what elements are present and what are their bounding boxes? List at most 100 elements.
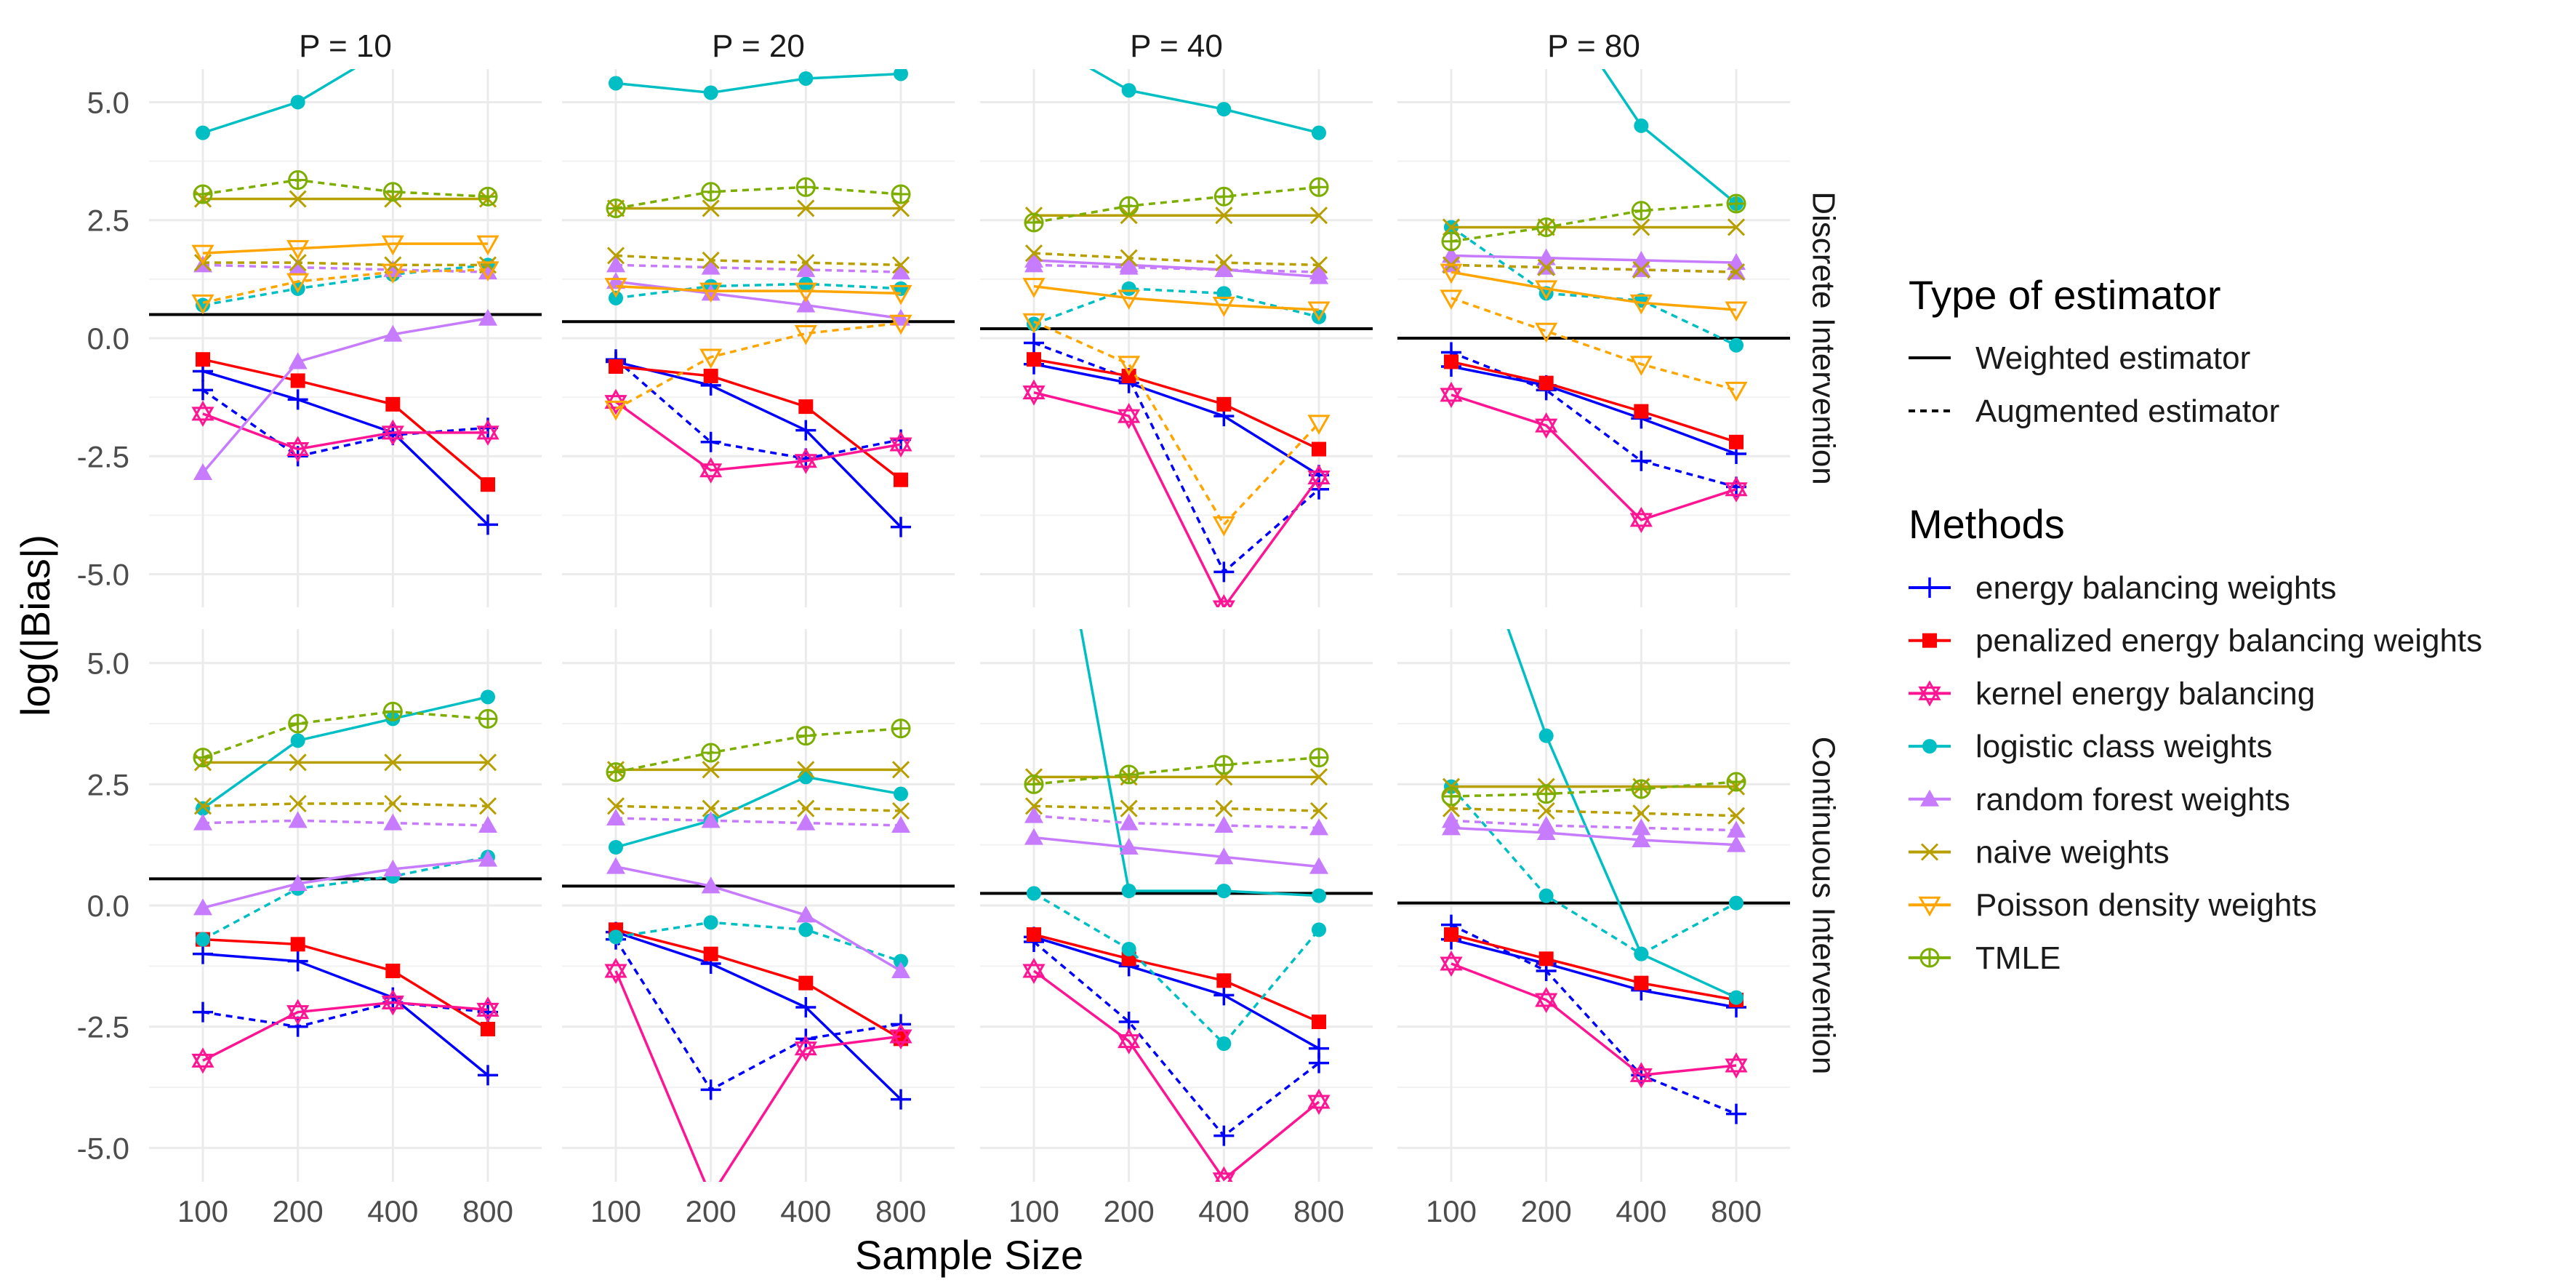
point-penalized-energy-balancing-weights-200 xyxy=(1538,375,1554,391)
y-tick-label: -5.0 xyxy=(77,558,129,592)
series-poisson-density-weights-augmented xyxy=(191,261,499,315)
point-random-forest-weights-800 xyxy=(891,308,910,326)
series-line xyxy=(615,365,902,481)
point-logistic-class-weights-400 xyxy=(798,769,814,785)
series-line xyxy=(615,360,902,528)
series-line xyxy=(1033,935,1320,1050)
point-random-forest-weights-200 xyxy=(288,257,308,275)
y-tick-label: 2.5 xyxy=(87,767,129,801)
point-poisson-density-weights-100 xyxy=(1022,313,1046,334)
point-poisson-density-weights-400 xyxy=(1629,294,1653,315)
point-tmle-100 xyxy=(193,184,213,204)
point-logistic-class-weights-200 xyxy=(290,95,305,110)
point-naive-weights-200 xyxy=(702,799,720,817)
point-naive-weights-800 xyxy=(1309,768,1328,786)
y-tick-label: 5.0 xyxy=(87,85,129,119)
point-penalized-energy-balancing-weights-400 xyxy=(798,975,814,991)
x-tick-label: 100 xyxy=(1426,1194,1477,1228)
point-random-forest-weights-100 xyxy=(1024,806,1043,823)
point-poisson-density-weights-800 xyxy=(1725,301,1748,322)
point-energy-balancing-weights-400 xyxy=(1213,1125,1235,1146)
point-random-forest-weights-800 xyxy=(478,816,497,833)
point-kernel-energy-balancing-800 xyxy=(476,996,499,1023)
series-kernel-energy-balancing-weighted xyxy=(604,388,912,484)
point-energy-balancing-weights-200 xyxy=(287,389,308,410)
legend-label: energy balancing weights xyxy=(1975,570,2337,606)
point-random-forest-weights-800 xyxy=(478,308,497,326)
point-energy-balancing-weights-800 xyxy=(891,516,911,537)
point-random-forest-weights-200 xyxy=(701,811,721,828)
series-line xyxy=(202,358,489,486)
point-naive-weights-400 xyxy=(797,199,815,217)
legend: Type of estimator Weighted estimator Augme… xyxy=(1909,272,2482,976)
series-line xyxy=(615,284,902,295)
series-tmle-augmented xyxy=(1024,177,1329,233)
series-tmle-augmented xyxy=(606,177,911,218)
point-penalized-energy-balancing-weights-200 xyxy=(290,373,305,388)
point-kernel-energy-balancing-400 xyxy=(794,1035,817,1062)
series-line xyxy=(202,857,489,910)
series-random-forest-weights-weighted xyxy=(606,857,910,978)
point-random-forest-weights-800 xyxy=(1309,263,1328,280)
series-line xyxy=(1450,360,1737,444)
series-random-forest-weights-weighted xyxy=(606,272,910,326)
series-random-forest-weights-weighted xyxy=(1024,828,1328,874)
series-line xyxy=(202,178,489,199)
point-logistic-class-weights-400 xyxy=(1634,118,1649,133)
point-random-forest-weights-100 xyxy=(193,813,212,831)
series-random-forest-weights-weighted xyxy=(193,308,497,480)
series-line xyxy=(202,369,489,526)
x-tick-label: 400 xyxy=(1616,1194,1666,1228)
x-tick-label: 800 xyxy=(1293,1194,1344,1228)
series-line xyxy=(202,263,489,273)
point-random-forest-weights-100 xyxy=(1442,811,1461,828)
point-kernel-energy-balancing-200 xyxy=(286,999,310,1025)
panel-r0-c1 xyxy=(604,69,912,537)
point-logistic-class-weights-800 xyxy=(894,69,908,81)
series-line xyxy=(1450,933,1737,1001)
point-poisson-density-weights-400 xyxy=(381,235,404,256)
x-tick-label: 100 xyxy=(590,1194,641,1228)
series-naive-weights-weighted xyxy=(1024,768,1328,786)
series-tmle-augmented xyxy=(606,719,911,783)
series-line xyxy=(1450,937,1737,1009)
series-line xyxy=(1450,202,1737,243)
series-line xyxy=(202,819,489,827)
series-line xyxy=(1032,969,1320,1182)
series-line xyxy=(614,401,902,472)
series-line xyxy=(615,804,902,812)
legend-item-poisson-density-weights: Poisson density weights xyxy=(1909,887,2317,923)
point-random-forest-weights-800 xyxy=(478,263,497,280)
point-random-forest-weights-400 xyxy=(1632,818,1651,836)
series-logistic-class-weights-weighted xyxy=(1506,629,1744,1005)
x-tick-label: 100 xyxy=(177,1194,228,1228)
point-kernel-energy-balancing-800 xyxy=(889,1023,912,1050)
legend-item-weighted-estimator: Weighted estimator xyxy=(1909,340,2250,376)
series-naive-weights-augmented xyxy=(1024,797,1328,820)
series-naive-weights-weighted xyxy=(1442,218,1746,236)
point-random-forest-weights-100 xyxy=(606,809,625,825)
point-kernel-energy-balancing-200 xyxy=(1118,403,1141,430)
point-penalized-energy-balancing-weights-200 xyxy=(1121,368,1136,383)
series-logistic-class-weights-weighted xyxy=(1089,69,1326,140)
point-poisson-density-weights-100 xyxy=(191,294,214,315)
point-tmle-800 xyxy=(1726,193,1746,214)
series-logistic-class-weights-augmented xyxy=(1027,886,1326,1051)
panel-r1-c0 xyxy=(191,689,499,1086)
point-logistic-class-weights-800 xyxy=(1312,125,1326,140)
series-tmle-augmented xyxy=(193,701,498,768)
point-random-forest-weights-800 xyxy=(891,263,910,280)
point-poisson-density-weights-400 xyxy=(794,282,817,303)
x-tick-label: 200 xyxy=(686,1194,737,1228)
point-poisson-density-weights-200 xyxy=(699,348,723,369)
legend-item-tmle: TMLE xyxy=(1909,940,2061,976)
series-line xyxy=(1033,358,1320,451)
series-line xyxy=(615,185,902,210)
point-energy-balancing-weights-400 xyxy=(1213,985,1235,1006)
point-logistic-class-weights-200 xyxy=(1121,942,1136,956)
point-random-forest-weights-400 xyxy=(1214,816,1234,833)
point-naive-weights-800 xyxy=(1309,256,1328,274)
series-logistic-class-weights-weighted xyxy=(196,69,356,140)
series-kernel-energy-balancing-weighted xyxy=(1022,379,1331,607)
legend-label: TMLE xyxy=(1975,940,2061,976)
